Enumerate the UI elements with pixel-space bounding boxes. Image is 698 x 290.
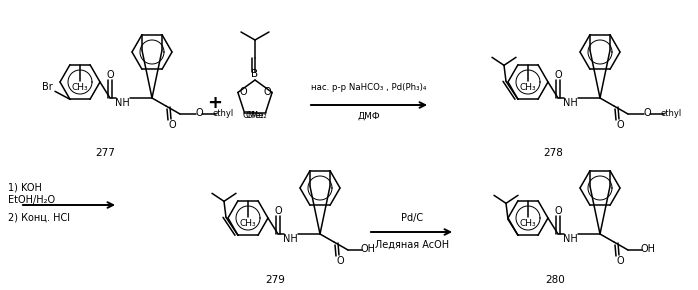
Text: O: O (239, 88, 246, 97)
Text: O: O (616, 256, 624, 266)
Text: CMe₂: CMe₂ (243, 111, 265, 120)
Text: Br: Br (42, 82, 52, 92)
Text: ДМФ: ДМФ (357, 111, 380, 121)
Text: NH: NH (283, 234, 297, 244)
Text: O: O (106, 70, 114, 80)
Text: B: B (251, 69, 258, 79)
Text: OH: OH (641, 244, 655, 254)
Text: CH₃: CH₃ (72, 83, 89, 92)
Text: 279: 279 (265, 275, 285, 285)
Text: CH₃: CH₃ (520, 219, 536, 228)
Text: OH: OH (360, 244, 376, 254)
Text: +: + (207, 94, 223, 112)
Text: O: O (643, 108, 651, 118)
Text: ethyl: ethyl (212, 108, 234, 117)
Text: CMe₂: CMe₂ (246, 111, 267, 120)
Text: 277: 277 (95, 148, 115, 158)
Text: O: O (336, 256, 344, 266)
Text: NH: NH (563, 234, 577, 244)
Text: O: O (554, 206, 562, 216)
Text: O: O (168, 120, 176, 130)
Text: 1) KOH: 1) KOH (8, 183, 42, 193)
Text: 280: 280 (545, 275, 565, 285)
Text: O: O (274, 206, 282, 216)
Text: CH₃: CH₃ (239, 219, 256, 228)
Text: CH₃: CH₃ (520, 83, 536, 92)
Text: EtOH/H₂O: EtOH/H₂O (8, 195, 55, 205)
Text: O: O (554, 70, 562, 80)
Text: O: O (616, 120, 624, 130)
Text: Pd/C: Pd/C (401, 213, 423, 223)
Text: 278: 278 (543, 148, 563, 158)
Text: Ледяная AcOH: Ледяная AcOH (375, 240, 449, 250)
Text: O: O (263, 88, 271, 97)
Text: 2) Конц. HCl: 2) Конц. HCl (8, 213, 70, 223)
Text: O: O (195, 108, 203, 118)
Text: ethyl: ethyl (660, 108, 682, 117)
Text: нас. р-р NaHCO₃ , Pd(Ph₃)₄: нас. р-р NaHCO₃ , Pd(Ph₃)₄ (311, 84, 426, 93)
Text: NH: NH (114, 98, 129, 108)
Text: NH: NH (563, 98, 577, 108)
